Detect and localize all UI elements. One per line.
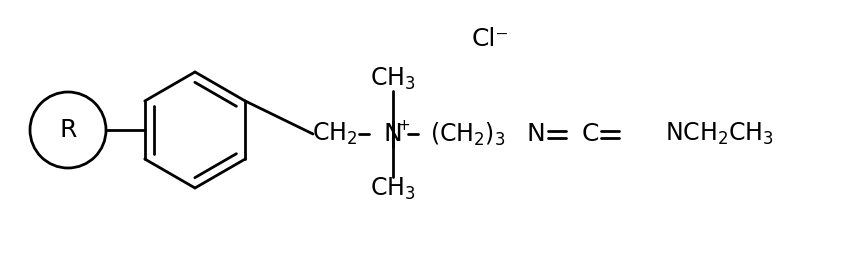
Text: R: R xyxy=(59,118,77,142)
Text: C: C xyxy=(581,122,598,146)
Text: N: N xyxy=(527,122,545,146)
Text: N: N xyxy=(384,122,402,146)
Text: Cl⁻: Cl⁻ xyxy=(471,27,509,51)
Text: +: + xyxy=(398,117,411,132)
Text: $\mathregular{CH_3}$: $\mathregular{CH_3}$ xyxy=(370,66,416,92)
Text: $\mathregular{NCH_2CH_3}$: $\mathregular{NCH_2CH_3}$ xyxy=(666,121,775,147)
Text: $\mathregular{CH_2}$: $\mathregular{CH_2}$ xyxy=(313,121,357,147)
Text: $\mathregular{(CH_2)_3}$: $\mathregular{(CH_2)_3}$ xyxy=(430,120,505,148)
Text: $\mathregular{CH_3}$: $\mathregular{CH_3}$ xyxy=(370,176,416,202)
